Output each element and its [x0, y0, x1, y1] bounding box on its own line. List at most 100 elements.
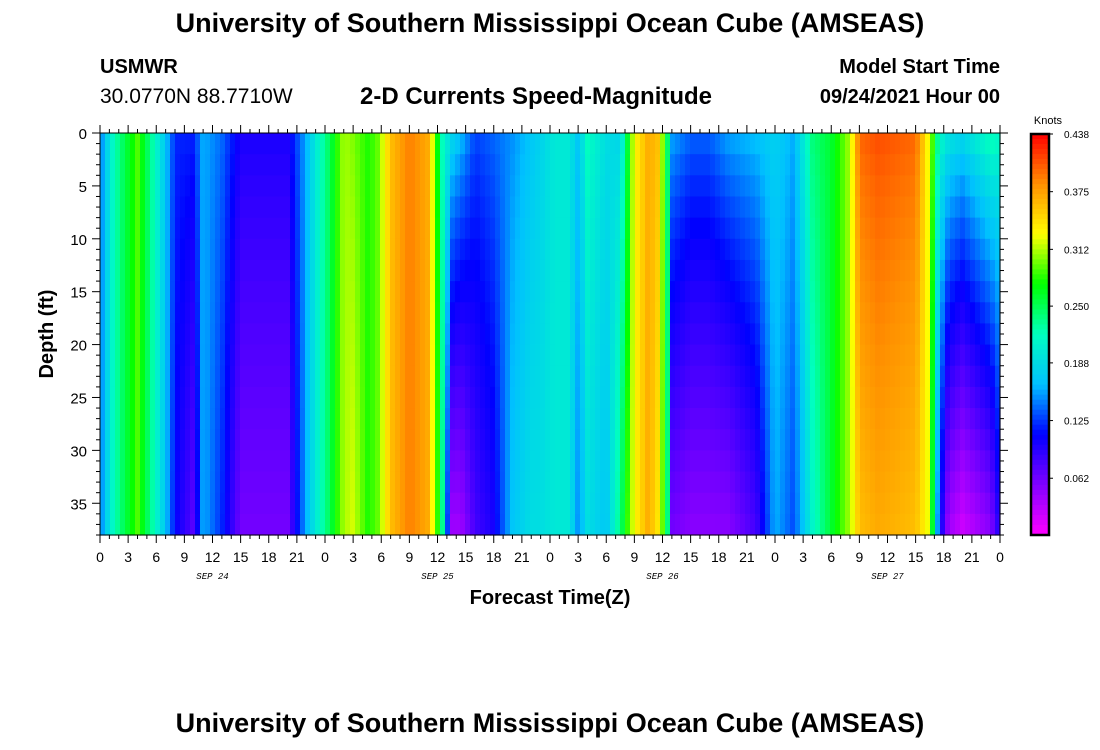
- heatmap-cell: [835, 471, 841, 494]
- heatmap-cell: [195, 365, 201, 388]
- heatmap-cell: [630, 259, 636, 282]
- heatmap-cell: [560, 259, 566, 282]
- heatmap-cell: [895, 492, 901, 515]
- heatmap-cell: [215, 217, 221, 240]
- heatmap-cell: [660, 238, 666, 261]
- heatmap-cell: [305, 259, 311, 282]
- heatmap-cell: [575, 259, 581, 282]
- heatmap-cell: [300, 344, 306, 367]
- heatmap-cell: [210, 196, 216, 219]
- heatmap-cell: [240, 492, 246, 515]
- heatmap-cell: [960, 492, 966, 515]
- heatmap-cell: [765, 238, 771, 261]
- heatmap-cell: [775, 217, 781, 240]
- heatmap-cell: [390, 471, 396, 494]
- heatmap-cell: [855, 365, 861, 388]
- heatmap-cell: [980, 196, 986, 219]
- heatmap-cell: [130, 238, 136, 261]
- heatmap-cell: [345, 450, 351, 473]
- heatmap-cell: [985, 386, 991, 409]
- heatmap-cell: [740, 133, 746, 155]
- heatmap-cell: [445, 429, 451, 451]
- heatmap-cell: [330, 238, 336, 261]
- heatmap-cell: [770, 133, 776, 155]
- heatmap-cell: [205, 259, 211, 282]
- heatmap-cell: [805, 365, 811, 388]
- heatmap-cell: [590, 429, 596, 451]
- heatmap-cell: [400, 175, 406, 198]
- heatmap-cell: [245, 513, 251, 536]
- heatmap-cell: [465, 513, 471, 536]
- heatmap-cell: [235, 133, 241, 155]
- heatmap-cell: [505, 386, 511, 409]
- heatmap-cell: [695, 238, 701, 261]
- heatmap-cell: [210, 344, 216, 367]
- heatmap-cell: [780, 281, 786, 303]
- heatmap-cell: [260, 196, 266, 219]
- heatmap-cell: [505, 408, 511, 430]
- heatmap-cell: [620, 513, 626, 536]
- heatmap-cell: [900, 238, 906, 261]
- heatmap-cell: [520, 471, 526, 494]
- heatmap-cell: [950, 492, 956, 515]
- heatmap-cell: [490, 513, 496, 536]
- heatmap-cell: [575, 365, 581, 388]
- heatmap-cell: [630, 175, 636, 198]
- heatmap-cell: [740, 175, 746, 198]
- heatmap-cell: [935, 154, 941, 176]
- x-tick-label: 0: [996, 549, 1004, 565]
- heatmap-cell: [410, 513, 416, 536]
- heatmap-cell: [630, 492, 636, 515]
- heatmap-cell: [660, 302, 666, 325]
- heatmap-cell: [870, 492, 876, 515]
- heatmap-cell: [635, 513, 641, 536]
- chart-title: 2-D Currents Speed-Magnitude: [360, 83, 713, 110]
- heatmap-cell: [445, 175, 451, 198]
- heatmap-cell: [485, 133, 491, 155]
- heatmap-cell: [775, 238, 781, 261]
- heatmap-cell: [935, 281, 941, 303]
- heatmap-cell: [900, 492, 906, 515]
- heatmap-cell: [640, 238, 646, 261]
- heatmap-cell: [365, 217, 371, 240]
- heatmap-cell: [850, 450, 856, 473]
- heatmap-cell: [355, 281, 361, 303]
- heatmap-cell: [550, 323, 556, 346]
- heatmap-cell: [775, 344, 781, 367]
- heatmap-cell: [215, 492, 221, 515]
- heatmap-cell: [200, 429, 206, 451]
- heatmap-cell: [605, 408, 611, 430]
- heatmap-cell: [740, 238, 746, 261]
- heatmap-cell: [250, 281, 256, 303]
- heatmap-cell: [975, 217, 981, 240]
- heatmap-cell: [105, 450, 111, 473]
- heatmap-cell: [830, 154, 836, 176]
- heatmap-cell: [810, 175, 816, 198]
- heatmap-cell: [670, 450, 676, 473]
- heatmap-cell: [825, 196, 831, 219]
- heatmap-cell: [990, 429, 996, 451]
- heatmap-cell: [930, 175, 936, 198]
- heatmap-cell: [330, 196, 336, 219]
- heatmap-cell: [165, 133, 171, 155]
- heatmap-cell: [430, 196, 436, 219]
- heatmap-cell: [935, 302, 941, 325]
- heatmap-cell: [265, 133, 271, 155]
- heatmap-cell: [175, 175, 181, 198]
- heatmap-cell: [825, 281, 831, 303]
- heatmap-cell: [850, 133, 856, 155]
- heatmap-cell: [815, 450, 821, 473]
- heatmap-cell: [985, 217, 991, 240]
- heatmap-cell: [990, 513, 996, 536]
- heatmap-cell: [450, 344, 456, 367]
- heatmap-cell: [810, 513, 816, 536]
- heatmap-cell: [240, 450, 246, 473]
- heatmap-cell: [785, 217, 791, 240]
- heatmap-cell: [865, 450, 871, 473]
- heatmap-cell: [585, 450, 591, 473]
- heatmap-cell: [150, 133, 156, 155]
- heatmap-cell: [575, 238, 581, 261]
- heatmap-cell: [135, 386, 141, 409]
- heatmap-cell: [185, 302, 191, 325]
- heatmap-cell: [185, 133, 191, 155]
